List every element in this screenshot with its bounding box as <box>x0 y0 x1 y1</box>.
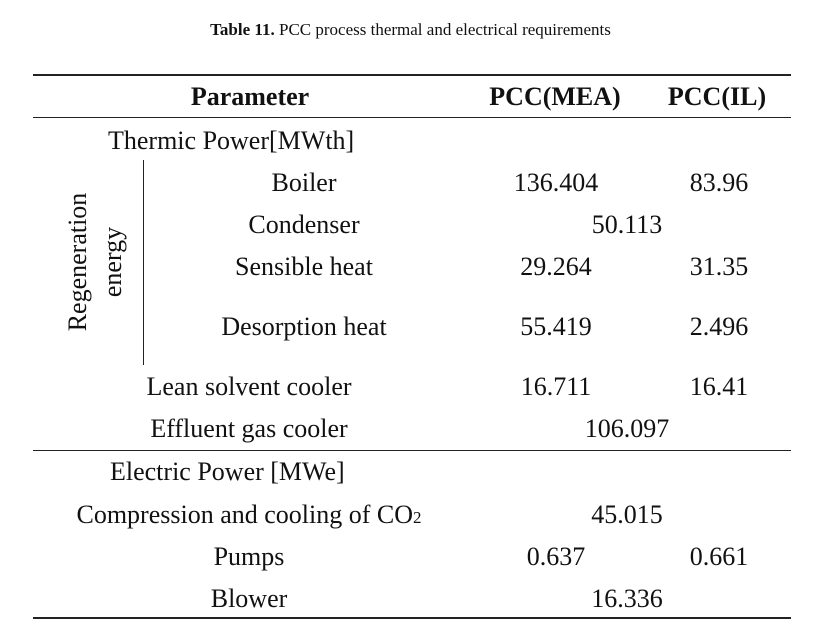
row-label-sensible-heat: Sensible heat <box>235 252 373 281</box>
header-pcc-il: PCC(IL) <box>667 82 767 111</box>
group-label-energy: energy <box>98 226 127 298</box>
bottom-rule <box>33 617 791 619</box>
section-electric-power: Electric Power [MWe] <box>110 457 345 486</box>
row-label-blower: Blower <box>210 584 288 613</box>
compression-label-text: Compression and cooling of CO <box>76 500 414 529</box>
value-condenser-shared: 50.113 <box>591 210 663 239</box>
value-pumps-il: 0.661 <box>689 542 749 571</box>
row-label-desorption-heat: Desorption heat <box>221 312 387 341</box>
value-effluent-gas-cooler-shared: 106.097 <box>584 414 670 443</box>
value-boiler-il: 83.96 <box>689 168 749 197</box>
value-blower-shared: 16.336 <box>591 584 663 613</box>
table-caption: Table 11. PCC process thermal and electr… <box>0 20 821 40</box>
caption-text: PCC process thermal and electrical requi… <box>278 20 611 39</box>
row-label-compression: Compression and cooling of CO2 <box>76 500 421 530</box>
row-label-pumps: Pumps <box>213 542 285 571</box>
row-label-condenser: Condenser <box>248 210 360 239</box>
value-sensible-heat-mea: 29.264 <box>520 252 592 281</box>
value-desorption-heat-mea: 55.419 <box>520 312 592 341</box>
section-thermic-power: Thermic Power[MWth] <box>108 126 355 155</box>
value-lean-solvent-cooler-mea: 16.711 <box>520 372 592 401</box>
value-sensible-heat-il: 31.35 <box>689 252 749 281</box>
value-compression-shared: 45.015 <box>591 500 663 529</box>
value-boiler-mea: 136.404 <box>513 168 599 197</box>
caption-label: Table 11. <box>210 20 275 39</box>
row-label-boiler: Boiler <box>271 168 337 197</box>
value-pumps-mea: 0.637 <box>526 542 586 571</box>
top-rule <box>33 74 791 76</box>
compression-label-subscript: 2 <box>413 508 422 527</box>
section-divider <box>33 450 791 451</box>
value-desorption-heat-il: 2.496 <box>689 312 749 341</box>
row-label-effluent-gas-cooler: Effluent gas cooler <box>150 414 348 443</box>
group-label-regeneration: Regeneration <box>63 192 92 332</box>
header-pcc-mea: PCC(MEA) <box>489 82 621 111</box>
row-label-lean-solvent-cooler: Lean solvent cooler <box>146 372 352 401</box>
group-bracket-line <box>143 160 144 365</box>
header-parameter: Parameter <box>190 82 310 111</box>
header-rule <box>33 117 791 118</box>
value-lean-solvent-cooler-il: 16.41 <box>689 372 749 401</box>
